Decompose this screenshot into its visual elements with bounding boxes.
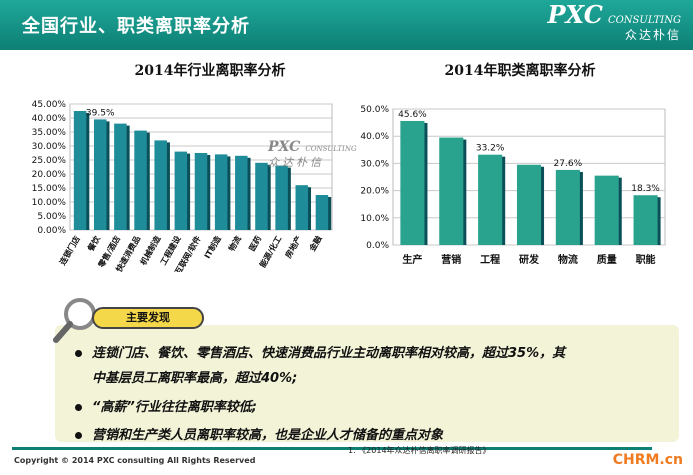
industry-chart-title: 2014年行业离职率分析	[134, 63, 286, 79]
bar	[295, 185, 309, 230]
category-label: 餐饮	[85, 233, 103, 254]
y-tick-label: 40.00%	[32, 114, 67, 124]
category-label: 房地产	[283, 234, 304, 260]
logo-cn: 众达朴信	[624, 28, 681, 42]
category-label: 物流	[558, 253, 578, 266]
bar	[555, 169, 580, 245]
data-label: 39.5%	[86, 108, 115, 118]
category-label: 质量	[597, 253, 617, 266]
bar	[315, 195, 329, 230]
y-tick-label: 25.00%	[32, 156, 67, 166]
y-tick-label: 10.00%	[32, 198, 67, 208]
logo: PXC CONSULTING 众达朴信	[547, 0, 681, 43]
bar	[275, 165, 288, 230]
y-tick-label: 20.00%	[32, 170, 67, 180]
category-label: 连锁门店	[57, 234, 82, 267]
footer-divider	[12, 447, 652, 450]
y-tick-label: 30.0%	[360, 159, 389, 169]
bar	[73, 111, 87, 230]
category-label: 职能	[636, 253, 656, 266]
watermark: PXC CONSULTING 众达朴信	[268, 140, 357, 168]
watermark-main: PXC	[268, 139, 301, 155]
data-label: 45.6%	[398, 110, 427, 120]
bar	[400, 120, 425, 245]
category-label: 物流	[226, 234, 243, 253]
bar	[114, 123, 127, 230]
y-tick-label: 10.0%	[360, 214, 389, 224]
bar	[633, 195, 658, 245]
data-label: 33.2%	[476, 144, 505, 154]
y-tick-label: 35.00%	[32, 128, 67, 138]
y-tick-label: 30.00%	[32, 142, 67, 152]
data-label: 27.6%	[554, 159, 583, 169]
watermark-cn: 众达朴信	[268, 156, 324, 169]
category-label: 营销	[441, 253, 461, 266]
bar	[174, 151, 188, 230]
category-label: 生产	[402, 253, 422, 266]
bar	[235, 155, 248, 230]
category-label: 工程	[480, 253, 500, 266]
bar	[93, 119, 107, 230]
y-tick-label: 45.00%	[32, 100, 67, 110]
bullet-icon	[75, 432, 82, 439]
finding-text: 中基层员工离职率最高，超过40%;	[92, 371, 298, 386]
finding-item: 中基层员工离职率最高，超过40%;	[92, 367, 297, 386]
bar	[516, 164, 542, 245]
category-label: IT制造	[202, 234, 223, 260]
bar	[255, 162, 268, 230]
logo-sub: CONSULTING	[607, 15, 681, 26]
findings-badge: 主要发现	[92, 307, 204, 329]
category-label: 金融	[306, 234, 323, 254]
bar	[594, 175, 619, 245]
bar	[439, 137, 464, 245]
copyright-text: Copyright © 2014 PXC consulting All Righ…	[14, 456, 256, 465]
watermark-sub: CONSULTING	[305, 145, 357, 153]
data-label: 18.3%	[631, 184, 660, 194]
finding-text: 营销和生产类人员离职率较高，也是企业人才储备的重点对象	[92, 428, 444, 443]
source-note: 1. 《2014年众达朴信离职率调研报告》	[348, 446, 491, 455]
bar	[478, 154, 503, 245]
findings-panel	[55, 325, 679, 442]
y-tick-label: 0.0%	[366, 241, 389, 251]
bar	[154, 140, 167, 230]
bar	[214, 154, 228, 230]
y-tick-label: 15.00%	[32, 184, 67, 194]
finding-text: 连锁门店、餐饮、零售酒店、快速消费品行业主动离职率相对较高，超过35%，其	[92, 346, 566, 361]
bar	[194, 153, 208, 230]
industry-chart: 0.00% 5.00% 10.00% 15.00% 20.00% 25.00% 30.00%…	[32, 100, 333, 272]
finding-item: 连锁门店、餐饮、零售酒店、快速消费品行业主动离职率相对较高，超过35%，其	[75, 342, 565, 361]
y-tick-label: 50.0%	[360, 105, 389, 115]
job-chart: 0.0% 10.0% 20.0% 30.0% 40.0% 50.0% 45.6% 生产 营销 33…	[360, 105, 666, 266]
site-logo: CHRM.cn	[612, 452, 683, 468]
header-bar: 全国行业、职类离职率分析 PXC CONSULTING 众达朴信	[0, 0, 693, 50]
bar	[134, 130, 147, 230]
finding-text: “高薪”行业往往离职率较低;	[92, 400, 257, 415]
job-chart-title: 2014年职类离职率分析	[444, 63, 596, 79]
page-title: 全国行业、职类离职率分析	[22, 16, 250, 37]
bullet-icon	[75, 404, 82, 411]
finding-item: 营销和生产类人员离职率较高，也是企业人才储备的重点对象	[75, 424, 443, 443]
y-tick-label: 5.00%	[37, 212, 66, 222]
logo-main: PXC	[547, 0, 603, 29]
y-tick-label: 0.00%	[37, 226, 66, 236]
bullet-icon	[75, 350, 82, 357]
category-label: 医药	[247, 234, 264, 253]
y-tick-label: 20.0%	[360, 187, 389, 197]
category-label: 研发	[519, 253, 540, 266]
finding-item: “高薪”行业往往离职率较低;	[75, 396, 257, 415]
y-tick-label: 40.0%	[360, 132, 389, 142]
